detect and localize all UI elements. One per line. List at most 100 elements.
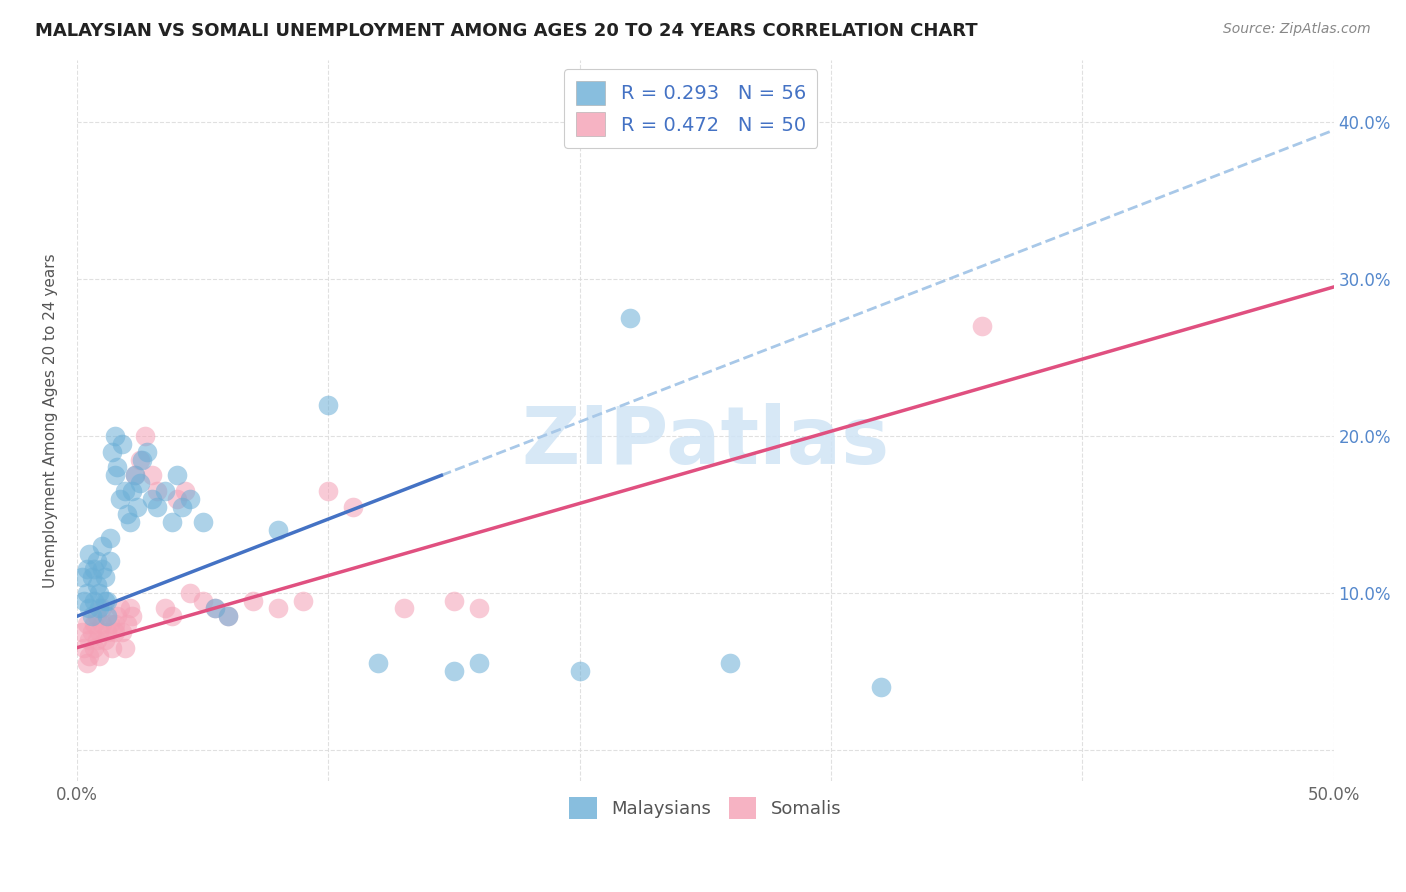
Point bbox=[468, 601, 491, 615]
Point bbox=[83, 617, 105, 632]
Point bbox=[96, 593, 118, 607]
Point bbox=[86, 554, 108, 568]
Point bbox=[111, 437, 134, 451]
Point bbox=[89, 625, 111, 640]
Point bbox=[146, 500, 169, 514]
Point bbox=[217, 609, 239, 624]
Point bbox=[89, 601, 111, 615]
Point bbox=[111, 625, 134, 640]
Point bbox=[128, 476, 150, 491]
Point bbox=[91, 601, 114, 615]
Point bbox=[79, 601, 101, 615]
Point bbox=[204, 601, 226, 615]
Point bbox=[103, 625, 125, 640]
Text: Source: ZipAtlas.com: Source: ZipAtlas.com bbox=[1223, 22, 1371, 37]
Point bbox=[124, 468, 146, 483]
Point bbox=[162, 515, 184, 529]
Point bbox=[93, 632, 115, 647]
Point bbox=[342, 500, 364, 514]
Point bbox=[76, 657, 98, 671]
Point bbox=[70, 625, 93, 640]
Point bbox=[103, 617, 125, 632]
Point bbox=[568, 664, 591, 678]
Point bbox=[121, 609, 143, 624]
Point bbox=[115, 617, 138, 632]
Point bbox=[718, 657, 741, 671]
Point bbox=[619, 311, 641, 326]
Point bbox=[79, 632, 101, 647]
Point bbox=[121, 483, 143, 498]
Point bbox=[73, 593, 96, 607]
Point bbox=[76, 586, 98, 600]
Point bbox=[134, 429, 156, 443]
Point bbox=[367, 657, 389, 671]
Point bbox=[103, 429, 125, 443]
Point bbox=[131, 452, 153, 467]
Point bbox=[118, 515, 141, 529]
Point bbox=[105, 460, 128, 475]
Point bbox=[242, 593, 264, 607]
Point bbox=[970, 319, 993, 334]
Point bbox=[73, 640, 96, 655]
Point bbox=[103, 468, 125, 483]
Point bbox=[96, 625, 118, 640]
Point bbox=[89, 648, 111, 663]
Point bbox=[83, 640, 105, 655]
Point bbox=[76, 562, 98, 576]
Point bbox=[128, 452, 150, 467]
Text: MALAYSIAN VS SOMALI UNEMPLOYMENT AMONG AGES 20 TO 24 YEARS CORRELATION CHART: MALAYSIAN VS SOMALI UNEMPLOYMENT AMONG A… bbox=[35, 22, 977, 40]
Point bbox=[86, 609, 108, 624]
Point bbox=[70, 570, 93, 584]
Point bbox=[96, 609, 118, 624]
Point bbox=[124, 468, 146, 483]
Point bbox=[179, 491, 201, 506]
Point bbox=[101, 640, 124, 655]
Y-axis label: Unemployment Among Ages 20 to 24 years: Unemployment Among Ages 20 to 24 years bbox=[44, 253, 58, 588]
Point bbox=[80, 609, 103, 624]
Point bbox=[316, 398, 339, 412]
Point bbox=[79, 547, 101, 561]
Point bbox=[204, 601, 226, 615]
Point bbox=[80, 570, 103, 584]
Point bbox=[83, 593, 105, 607]
Point bbox=[91, 539, 114, 553]
Point bbox=[80, 625, 103, 640]
Point bbox=[86, 632, 108, 647]
Point bbox=[105, 609, 128, 624]
Point bbox=[114, 483, 136, 498]
Point bbox=[86, 578, 108, 592]
Point bbox=[392, 601, 415, 615]
Point bbox=[93, 593, 115, 607]
Point bbox=[108, 601, 131, 615]
Point bbox=[141, 491, 163, 506]
Point bbox=[166, 491, 188, 506]
Legend: Malaysians, Somalis: Malaysians, Somalis bbox=[562, 789, 848, 826]
Point bbox=[127, 500, 149, 514]
Point bbox=[98, 617, 121, 632]
Point bbox=[267, 601, 290, 615]
Point bbox=[98, 531, 121, 545]
Point bbox=[217, 609, 239, 624]
Point bbox=[468, 657, 491, 671]
Point bbox=[443, 664, 465, 678]
Point bbox=[870, 680, 893, 694]
Point bbox=[114, 640, 136, 655]
Point bbox=[191, 593, 214, 607]
Point bbox=[162, 609, 184, 624]
Point bbox=[89, 586, 111, 600]
Point bbox=[172, 500, 194, 514]
Point bbox=[101, 444, 124, 458]
Point bbox=[76, 617, 98, 632]
Point bbox=[267, 523, 290, 537]
Point bbox=[153, 601, 176, 615]
Point bbox=[79, 648, 101, 663]
Point bbox=[91, 562, 114, 576]
Point bbox=[98, 554, 121, 568]
Point bbox=[146, 483, 169, 498]
Point bbox=[292, 593, 315, 607]
Point bbox=[93, 570, 115, 584]
Point bbox=[141, 468, 163, 483]
Point bbox=[316, 483, 339, 498]
Point bbox=[118, 601, 141, 615]
Point bbox=[83, 562, 105, 576]
